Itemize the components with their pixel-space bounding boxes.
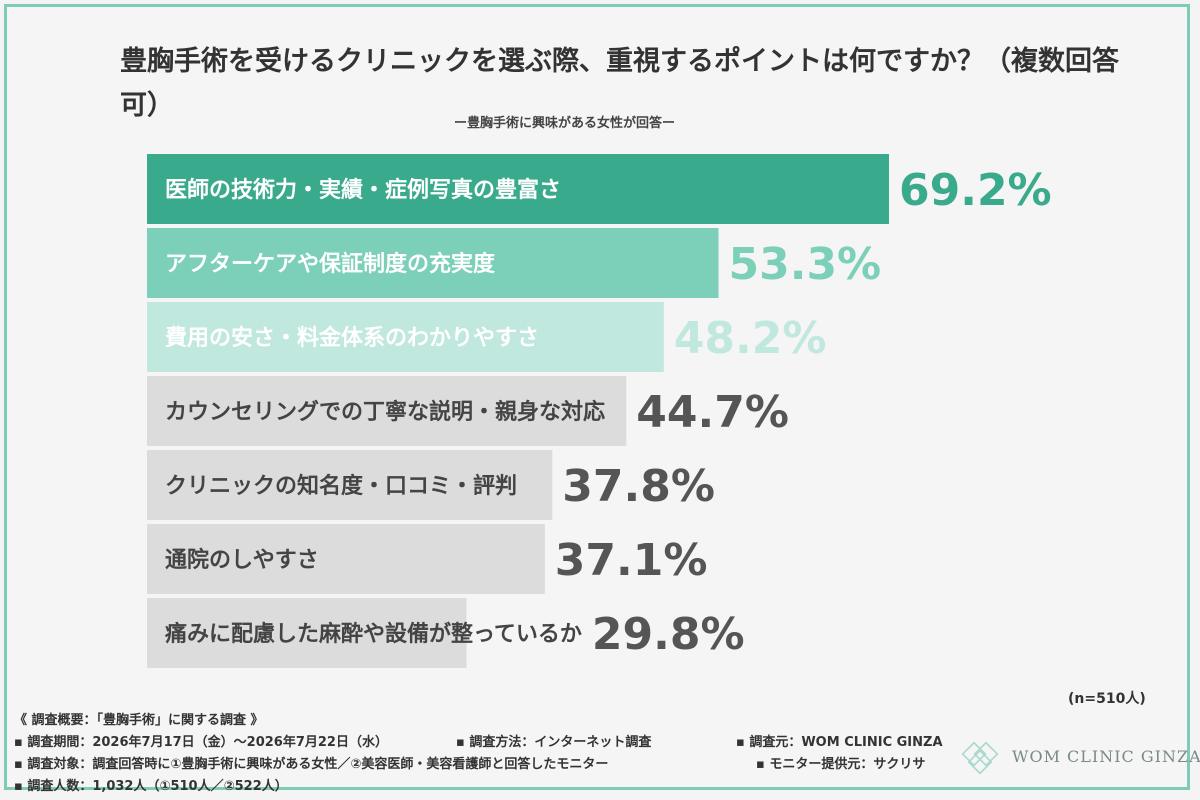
bar-value-2: 53.3% <box>729 239 882 290</box>
bar-value-7: 29.8% <box>592 609 745 660</box>
sample-size-label: (n=510人) <box>1068 691 1146 707</box>
bar-2 <box>147 228 719 298</box>
survey-period: ▪ 調査期間：2026年7月17日（金）〜2026年7月22日（水） <box>14 735 388 750</box>
chart-title: 豊胸手術を受けるクリニックを選ぶ際、重視するポイントは何ですか？（複数回答可） <box>120 46 1119 121</box>
bar-value-5: 37.8% <box>562 461 715 512</box>
clinic-logo: WOM CLINIC GINZA <box>958 736 1200 780</box>
bar-label-6: 通院のしやすさ <box>165 547 319 573</box>
bar-1 <box>147 154 889 224</box>
bar-label-1: 医師の技術力・実績・症例写真の豊富さ <box>165 177 561 203</box>
bar-value-1: 69.2% <box>899 165 1052 216</box>
survey-count: ▪ 調査人数：1,032人（①510人／②522人） <box>14 779 288 794</box>
bar-value-3: 48.2% <box>674 313 827 364</box>
chart-subtitle: ー豊胸手術に興味がある女性が回答ー <box>454 116 676 131</box>
bar-label-3: 費用の安さ・料金体系のわかりやすさ <box>165 325 539 351</box>
survey-target: ▪ 調査対象：調査回答時に①豊胸手術に興味がある女性／②美容医師・美容看護師と回… <box>14 757 609 772</box>
bar-label-4: カウンセリングでの丁寧な説明・親身な対応 <box>165 399 605 425</box>
logo-mark-icon <box>961 741 999 775</box>
bar-7 <box>147 598 467 668</box>
bar-label-7: 痛みに配慮した麻酔や設備が整っているか <box>165 621 582 647</box>
bar-value-4: 44.7% <box>636 387 789 438</box>
survey-provider: ▪ モニター提供元：サクリサ <box>756 757 926 772</box>
survey-method: ▪ 調査方法：インターネット調査 <box>456 735 652 750</box>
bar-6 <box>147 524 545 594</box>
bar-5 <box>147 450 553 520</box>
bar-value-6: 37.1% <box>555 535 708 586</box>
bar-4 <box>147 376 627 446</box>
survey-source: ▪ 調査元：WOM CLINIC GINZA <box>736 735 943 750</box>
survey-footer: 《 調査概要：「豊胸手術」に関する調査 》 ▪ 調査期間：2026年7月17日（… <box>14 710 943 798</box>
logo-text: WOM CLINIC GINZA <box>1012 747 1200 766</box>
bar-label-2: アフターケアや保証制度の充実度 <box>165 251 496 277</box>
bar-label-5: クリニックの知名度・口コミ・評判 <box>165 473 517 499</box>
survey-overview: 《 調査概要：「豊胸手術」に関する調査 》 <box>14 713 264 728</box>
bar-3 <box>147 302 664 372</box>
